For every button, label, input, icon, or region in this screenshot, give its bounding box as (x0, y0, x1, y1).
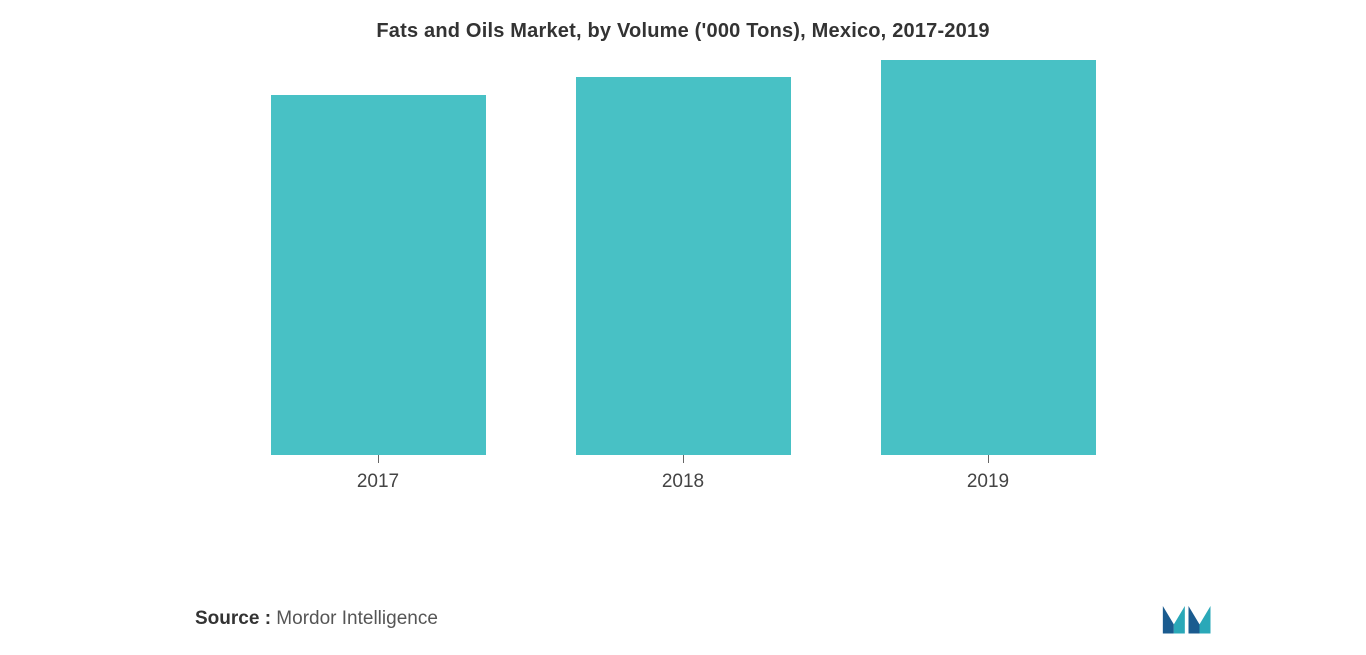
plot-area: 2017 2018 2019 (0, 93, 1366, 493)
bar-group-2017: 2017 (271, 95, 486, 493)
bar-2019 (881, 60, 1096, 455)
bar-2017 (271, 95, 486, 455)
tick-2019 (988, 455, 989, 463)
mordor-logo-icon (1161, 597, 1216, 637)
xlabel-2019: 2019 (967, 471, 1009, 493)
chart-title: Fats and Oils Market, by Volume ('000 To… (0, 20, 1366, 43)
tick-2017 (378, 455, 379, 463)
bar-group-2019: 2019 (881, 60, 1096, 493)
chart-container: Fats and Oils Market, by Volume ('000 To… (0, 0, 1366, 655)
source-text: Mordor Intelligence (271, 608, 438, 629)
bar-2018 (576, 77, 791, 455)
tick-2018 (683, 455, 684, 463)
xlabel-2017: 2017 (357, 471, 399, 493)
bar-group-2018: 2018 (576, 77, 791, 493)
xlabel-2018: 2018 (662, 471, 704, 493)
source-prefix: Source : (195, 608, 271, 629)
source-attribution: Source : Mordor Intelligence (195, 608, 438, 630)
